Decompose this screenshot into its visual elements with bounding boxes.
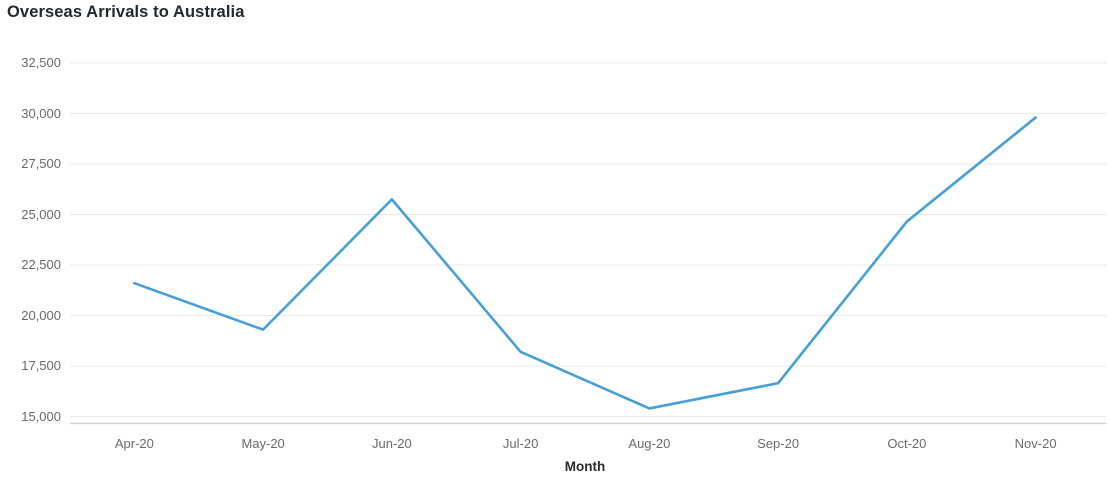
y-axis-tick-label: 15,000 bbox=[21, 408, 61, 424]
x-axis-tick-label: Oct-20 bbox=[887, 436, 927, 451]
data-line-series bbox=[133, 116, 1037, 410]
x-axis-tick-label: Jun-20 bbox=[372, 436, 412, 451]
x-axis-tick-label: Aug-20 bbox=[628, 436, 671, 451]
y-axis-tick-label: 17,500 bbox=[21, 358, 61, 373]
x-axis-title: Month bbox=[564, 459, 606, 474]
x-axis-tick-label: May-20 bbox=[241, 436, 285, 451]
y-axis-tick-label: 27,500 bbox=[21, 156, 61, 171]
y-axis-tick-label: 20,000 bbox=[21, 307, 61, 323]
y-axis-tick-label: 25,000 bbox=[21, 206, 61, 222]
y-axis-tick-label: 32,500 bbox=[21, 55, 61, 70]
chart-title: Overseas Arrivals to Australia bbox=[7, 3, 245, 21]
x-axis-tick-label: Nov-20 bbox=[1014, 436, 1057, 451]
x-axis-tick-label: Sep-20 bbox=[757, 436, 800, 451]
x-axis-tick-label: Jul-20 bbox=[502, 436, 539, 451]
y-axis-tick-label: 30,000 bbox=[21, 105, 61, 121]
y-axis-tick-label: 22,500 bbox=[21, 257, 61, 272]
x-axis-tick-label: Apr-20 bbox=[114, 436, 154, 451]
